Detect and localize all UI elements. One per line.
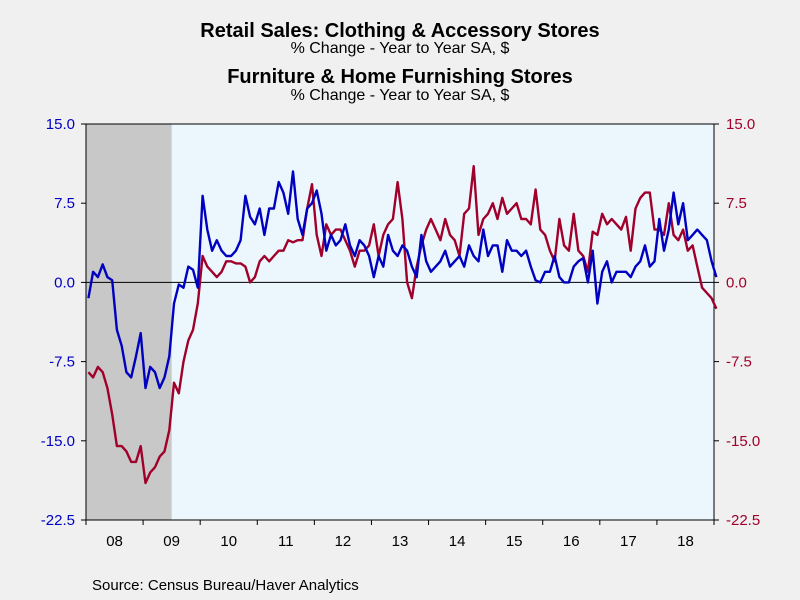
plot-frame [85,123,715,521]
x-tick-label: 14 [449,533,466,550]
y-tick-label-right: 0.0 [726,274,747,291]
chart-subtitle-furniture: % Change - Year to Year SA, $ [290,87,510,104]
source-note: Source: Census Bureau/Haver Analytics [92,577,359,594]
y-tick-label-right: -15.0 [726,433,760,450]
x-tick-label: 11 [278,533,294,550]
y-tick-label-right: -7.5 [726,354,752,371]
chart-title-clothing: Retail Sales: Clothing & Accessory Store… [200,20,600,42]
x-tick-label: 16 [563,533,580,550]
x-tick-label: 18 [677,533,694,550]
y-tick-label-left: -7.5 [49,354,75,371]
y-tick-label-left: -15.0 [41,433,75,450]
chart-subtitle-clothing: % Change - Year to Year SA, $ [290,40,510,57]
x-tick-label: 13 [392,533,409,550]
y-tick-label-right: -22.5 [726,512,760,529]
series-line-furniture [87,164,718,485]
y-tick-label-left: 7.5 [54,195,75,212]
chart-title-furniture: Furniture & Home Furnishing Stores [227,66,573,88]
y-tick-label-left: -22.5 [41,512,75,529]
y-tick-label-left: 15.0 [46,116,75,133]
x-tick-label: 17 [620,533,637,550]
x-tick-label: 15 [506,533,523,550]
y-tick-label-right: 15.0 [726,116,755,133]
series-line-clothing [87,170,718,390]
y-tick-label-right: 7.5 [726,195,747,212]
x-tick-label: 10 [220,533,237,550]
plot-area [86,124,714,520]
x-tick-label: 12 [335,533,352,550]
x-tick-label: 08 [106,533,123,550]
y-tick-label-left: 0.0 [54,274,75,291]
x-tick-label: 09 [163,533,180,550]
